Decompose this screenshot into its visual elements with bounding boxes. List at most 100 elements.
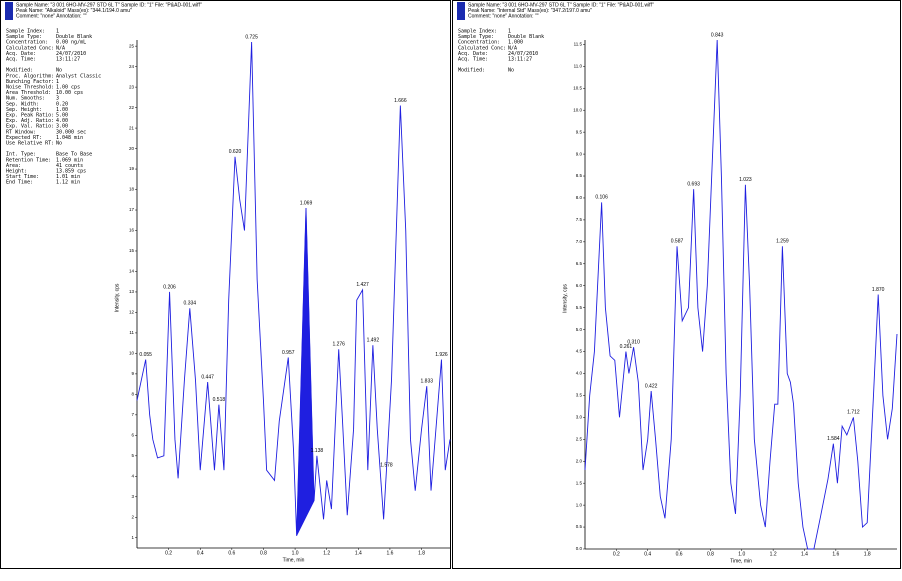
y-tick-label: 4	[131, 473, 134, 478]
info-key: Sample Index:	[458, 29, 497, 35]
peak-label: 0.055	[139, 352, 152, 358]
header-line: Comment: "none" Annotation: ""	[468, 13, 539, 19]
info-value: Double Blank	[508, 34, 544, 40]
x-tick-label: 1.8	[418, 550, 425, 556]
x-tick-label: 0.2	[165, 550, 172, 556]
peak-label: 1.926	[435, 352, 448, 358]
header-line: Comment: "none" Annotation: ""	[16, 13, 87, 19]
peak-label: 0.261	[620, 344, 633, 350]
peak-label: 0.843	[711, 32, 724, 38]
info-value: 1.00 cps	[56, 85, 80, 91]
info-key: Modified:	[458, 68, 485, 74]
info-value: 1.000	[508, 40, 523, 46]
y-tick-label: 2	[131, 514, 134, 519]
info-key: Acq. Time:	[458, 57, 488, 63]
info-key: Bunching Factor:	[6, 79, 54, 85]
peak-label: 0.620	[229, 149, 242, 155]
y-tick-label: 14	[129, 269, 135, 274]
info-key: Proc. Algorithm:	[6, 73, 54, 79]
info-value: 1.00	[56, 107, 68, 113]
info-key: Acq. Date:	[458, 51, 488, 57]
info-value: No	[56, 141, 62, 147]
y-tick-label: 7.0	[576, 239, 583, 244]
x-tick-label: 1.0	[292, 550, 299, 556]
y-tick-label: 20	[129, 146, 135, 151]
peak-label: 1.492	[367, 338, 380, 344]
x-tick-label: 1.2	[323, 550, 330, 556]
header-line: Sample Name: "3 001 6HO-MV-297 STD 6L T"…	[468, 2, 654, 8]
info-value: 13:11:27	[508, 57, 532, 63]
y-tick-label: 11.5	[574, 42, 583, 47]
y-tick-label: 9.5	[576, 129, 583, 134]
left-panel-border	[0, 0, 451, 569]
info-value: 3.00	[56, 124, 68, 130]
trace-line	[584, 39, 898, 550]
header-line: Peak Name: "Internal Std" Mass(es): "347…	[468, 8, 592, 14]
info-key: Expected RT:	[6, 135, 42, 141]
peak-label: 0.518	[213, 397, 226, 403]
y-tick-label: 7	[131, 412, 134, 417]
info-value: 0.00 ng/mL	[56, 40, 86, 46]
info-key: Concentration:	[458, 40, 500, 46]
info-value: No	[56, 68, 62, 74]
info-value: 1	[56, 79, 59, 85]
x-tick-label: 1.6	[832, 551, 839, 557]
y-tick-label: 16	[129, 228, 135, 233]
info-value: 24/07/2010	[56, 51, 86, 57]
peak-label: 0.587	[671, 239, 684, 245]
peak-label: 1.666	[394, 98, 407, 104]
y-tick-label: 8.5	[576, 173, 583, 178]
info-key: Int. Type:	[6, 152, 36, 158]
peak-label: 0.422	[645, 383, 658, 389]
info-value: 5.00	[56, 113, 68, 119]
x-tick-label: 1.6	[386, 550, 393, 556]
x-tick-label: 1.0	[738, 551, 745, 557]
peak-label: 1.069	[300, 200, 313, 206]
y-tick-label: 0.0	[576, 546, 583, 551]
y-tick-label: 10	[129, 351, 135, 356]
x-tick-label: 0.8	[260, 550, 267, 556]
y-tick-label: 1.5	[576, 480, 583, 485]
x-tick-label: 0.6	[676, 551, 683, 557]
info-key: Area:	[6, 163, 21, 169]
header-line: Sample Name: "3 001 6HO-MV-297 STD 6L T"…	[16, 2, 202, 8]
info-key: Exp. Adj. Ratio:	[6, 118, 54, 124]
header-line: Peak Name: "Alkaloid" Mass(es): "344.1/1…	[16, 8, 132, 14]
info-value: 4.00	[56, 118, 68, 124]
info-key: Num. Smooths:	[6, 96, 45, 102]
peak-label: 1.870	[872, 287, 885, 293]
x-tick-label: 0.4	[197, 550, 204, 556]
peak-label: 0.957	[282, 350, 295, 356]
info-key: Retention Time:	[6, 157, 51, 163]
y-tick-label: 4.5	[576, 349, 583, 354]
peak-label: 0.447	[201, 374, 214, 380]
y-tick-label: 19	[129, 166, 135, 171]
info-value: N/A	[56, 45, 65, 51]
y-tick-label: 5.5	[576, 305, 583, 310]
peak-label: 1.259	[776, 239, 789, 245]
y-tick-label: 3	[131, 494, 134, 499]
info-value: 41 counts	[56, 163, 83, 169]
info-key: RT Window:	[6, 129, 36, 135]
trace-line	[136, 42, 451, 536]
y-tick-label: 6.5	[576, 261, 583, 266]
x-axis-label: Time, min	[730, 558, 752, 564]
info-key: Acq. Time:	[6, 57, 36, 63]
info-value: 30.000 sec	[56, 129, 86, 135]
info-value: 3	[56, 96, 59, 102]
info-value: 1.01 min	[56, 174, 80, 180]
info-key: Exp. Peak Ratio:	[6, 113, 54, 119]
y-axis-label: Intensity, cps	[562, 284, 568, 313]
y-tick-label: 25	[129, 43, 135, 48]
peak-label: 1.578	[380, 462, 393, 468]
info-value: Double Blank	[56, 34, 92, 40]
peak-label: 1.584	[827, 436, 840, 442]
peak-label: 1.023	[739, 177, 752, 183]
x-tick-label: 1.4	[355, 550, 362, 556]
x-axis-label: Time, min	[283, 557, 305, 563]
info-key: Sample Type:	[6, 34, 42, 40]
y-tick-label: 6	[131, 433, 134, 438]
y-tick-label: 23	[129, 84, 135, 89]
y-tick-label: 22	[129, 105, 135, 110]
